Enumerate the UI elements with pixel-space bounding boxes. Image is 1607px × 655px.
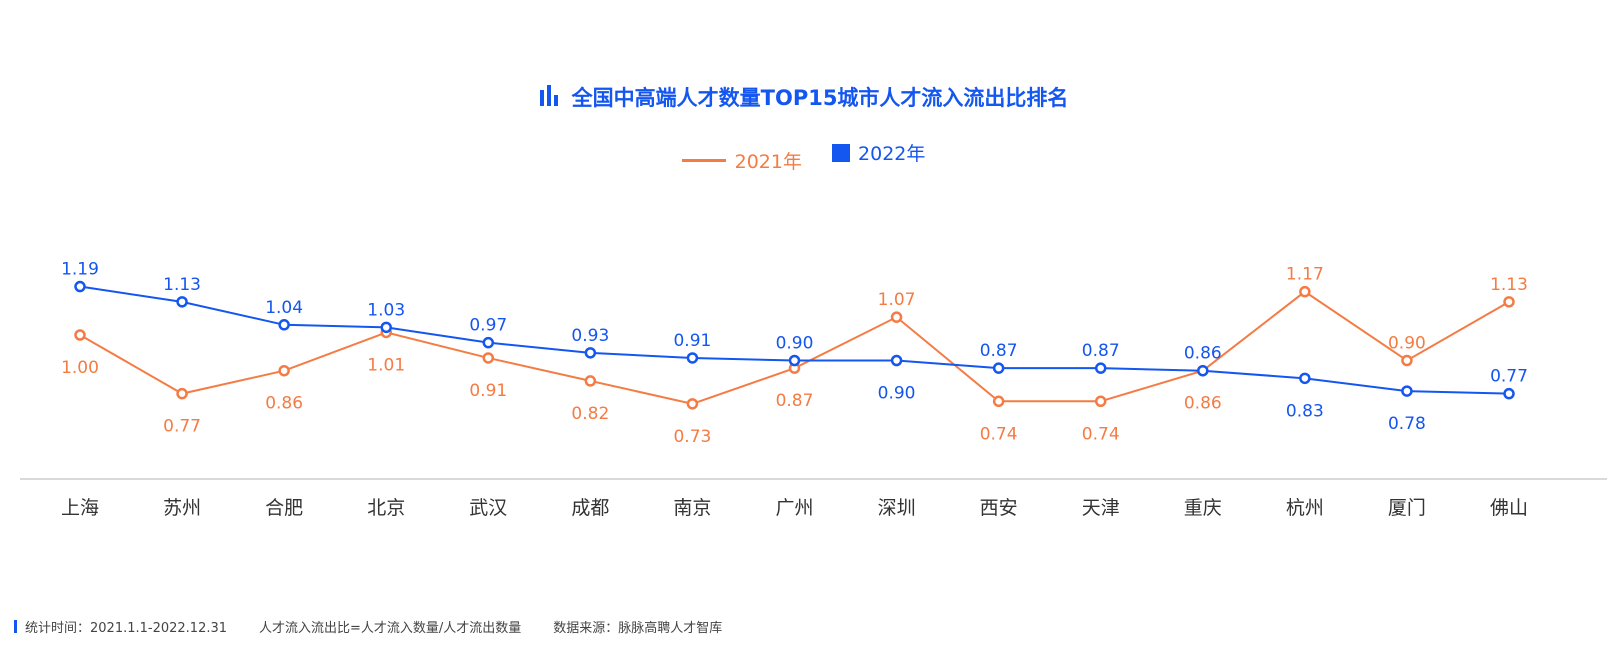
footer-accent-bar bbox=[14, 620, 17, 633]
point-2022-2 bbox=[278, 319, 290, 331]
point-2021-14 bbox=[1503, 296, 1515, 308]
data-label-2022-4: 0.97 bbox=[469, 316, 507, 336]
legend-label-2021: 2021年 bbox=[734, 150, 802, 173]
data-labels: 1.00 0.77 0.86 1.01 0.91 0.82 0.73 0.87 1.07 0.74… bbox=[61, 260, 1528, 447]
data-label-2021-5: 0.82 bbox=[571, 404, 609, 424]
data-points bbox=[74, 280, 1515, 410]
point-2021-2 bbox=[278, 364, 290, 377]
data-label-2022-3: 1.03 bbox=[367, 300, 405, 320]
x-axis: 上海 苏州 合肥 北京 武汉 成都 南京 广州 深圳 西安 天津 重庆 杭州 厦门 佛山 bbox=[20, 478, 1607, 519]
data-label-2022-6: 0.91 bbox=[673, 331, 711, 351]
point-2022-8 bbox=[890, 354, 903, 367]
point-2022-1 bbox=[176, 296, 188, 308]
data-label-2021-9: 0.74 bbox=[980, 424, 1018, 444]
data-label-2022-14: 0.77 bbox=[1490, 367, 1528, 387]
point-2022-5 bbox=[584, 347, 597, 359]
data-label-2021-6: 0.73 bbox=[673, 427, 711, 447]
point-2021-6 bbox=[686, 398, 699, 410]
x-tick-label-3: 北京 bbox=[367, 497, 405, 519]
chart-title-row: 全国中高端人才数量TOP15城市人才流入流出比排名 bbox=[0, 82, 1607, 112]
footer-formula: 人才流入流出比=人才流入数量/人才流出数量 bbox=[259, 621, 522, 636]
data-label-2021-4: 0.91 bbox=[469, 381, 507, 401]
point-2022-14 bbox=[1503, 387, 1515, 400]
data-label-2021-7: 0.87 bbox=[776, 391, 814, 411]
point-2022-4 bbox=[482, 336, 495, 349]
point-2022-10 bbox=[1094, 362, 1107, 374]
x-tick-label-8: 深圳 bbox=[878, 497, 916, 519]
bar-chart-icon bbox=[539, 84, 559, 110]
legend-square-swatch bbox=[832, 143, 851, 162]
x-tick-label-6: 南京 bbox=[673, 497, 711, 519]
data-label-2021-12: 1.17 bbox=[1286, 265, 1324, 285]
point-2021-12 bbox=[1299, 285, 1311, 298]
x-tick-label-7: 广州 bbox=[775, 497, 813, 519]
chart-footer: 统计时间：2021.1.1-2022.12.31 人才流入流出比=人才流入数量/… bbox=[14, 617, 754, 636]
data-label-2021-3: 1.01 bbox=[367, 355, 405, 375]
data-label-2021-11: 0.86 bbox=[1184, 394, 1222, 414]
footer-source: 数据来源：脉脉高聘人才智库 bbox=[553, 621, 723, 636]
x-tick-label-5: 成都 bbox=[571, 497, 609, 519]
legend-line-swatch bbox=[681, 158, 726, 162]
data-label-2022-12: 0.83 bbox=[1286, 401, 1324, 421]
legend-item-2021[interactable]: 2021年 bbox=[681, 147, 802, 174]
data-label-2022-8: 0.90 bbox=[878, 384, 916, 404]
x-tick-label-10: 天津 bbox=[1082, 497, 1120, 519]
data-label-2021-1: 0.77 bbox=[163, 417, 201, 437]
legend-label-2022: 2022年 bbox=[858, 143, 926, 165]
x-tick-label-2: 合肥 bbox=[265, 497, 303, 519]
footer-period: 统计时间：2021.1.1-2022.12.31 bbox=[25, 621, 228, 636]
x-tick-label-4: 武汉 bbox=[469, 497, 507, 519]
chart-legend: 2021年 2022年 bbox=[0, 139, 1607, 174]
point-2022-11 bbox=[1197, 364, 1209, 377]
data-label-2021-10: 0.74 bbox=[1082, 424, 1120, 444]
point-2022-13 bbox=[1401, 385, 1413, 397]
x-tick-label-0: 上海 bbox=[61, 497, 99, 519]
x-tick-label-14: 佛山 bbox=[1490, 497, 1528, 519]
data-label-2022-9: 0.87 bbox=[980, 341, 1018, 361]
chart-title: 全国中高端人才数量TOP15城市人才流入流出比排名 bbox=[571, 86, 1069, 110]
x-tick-label-13: 厦门 bbox=[1388, 497, 1426, 519]
legend-item-2022[interactable]: 2022年 bbox=[832, 139, 925, 166]
point-2021-4 bbox=[482, 352, 495, 364]
data-label-2021-14: 1.13 bbox=[1490, 275, 1528, 295]
data-label-2022-1: 1.13 bbox=[163, 275, 201, 295]
data-label-2021-2: 0.86 bbox=[265, 394, 303, 414]
point-2021-8 bbox=[890, 311, 903, 323]
data-label-2022-13: 0.78 bbox=[1388, 414, 1426, 434]
x-tick-label-12: 杭州 bbox=[1286, 497, 1324, 519]
data-label-2022-10: 0.87 bbox=[1082, 341, 1120, 361]
data-label-2021-0: 1.00 bbox=[61, 358, 99, 378]
point-2021-1 bbox=[176, 387, 188, 400]
data-label-2022-5: 0.93 bbox=[571, 326, 609, 346]
data-label-2022-7: 0.90 bbox=[776, 334, 814, 354]
point-2022-12 bbox=[1299, 372, 1311, 385]
x-tick-label-1: 苏州 bbox=[163, 497, 201, 519]
data-label-2022-0: 1.19 bbox=[61, 260, 99, 280]
point-2021-9 bbox=[992, 395, 1005, 408]
x-tick-label-11: 重庆 bbox=[1184, 497, 1222, 519]
data-label-2021-8: 1.07 bbox=[878, 290, 916, 310]
x-tick-label-9: 西安 bbox=[980, 497, 1018, 519]
point-2022-7 bbox=[788, 354, 801, 367]
point-2022-3 bbox=[380, 321, 392, 334]
point-2022-0 bbox=[74, 280, 86, 293]
point-2022-6 bbox=[686, 352, 699, 364]
data-label-2022-2: 1.04 bbox=[265, 298, 303, 318]
point-2021-0 bbox=[74, 329, 86, 341]
point-2021-5 bbox=[584, 375, 597, 387]
point-2022-9 bbox=[992, 362, 1005, 374]
point-2021-10 bbox=[1094, 395, 1107, 408]
data-label-2021-13: 0.90 bbox=[1388, 334, 1426, 354]
point-2021-13 bbox=[1401, 354, 1413, 367]
data-label-2022-11: 0.86 bbox=[1184, 344, 1222, 364]
